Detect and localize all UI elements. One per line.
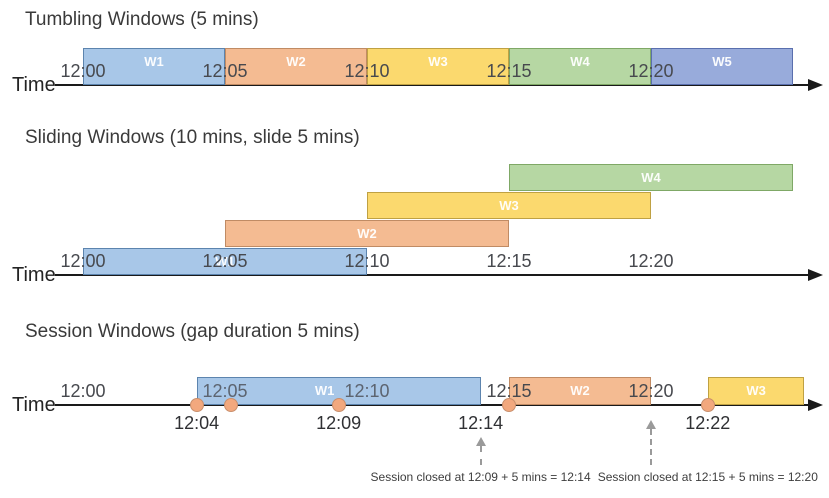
event-dot-2: [331, 398, 346, 412]
arrow-up-head-icon: [475, 437, 486, 446]
time-axis-label-session: Time: [12, 394, 56, 416]
arrow-dashed-shaft: [479, 446, 486, 465]
event-time-label-1: 12:09: [316, 413, 362, 433]
tick-label-sliding-0: 12:00: [60, 251, 106, 271]
event-dot-4: [700, 398, 715, 412]
event-dot-3: [502, 398, 516, 412]
tick-label-sliding-4: 12:20: [628, 251, 674, 271]
window-label-tumbling-w5: W5: [712, 54, 732, 69]
window-box-tumbling-w1: W1: [83, 48, 225, 85]
window-label-sliding-w3: W3: [499, 198, 519, 213]
session-closed-annotation-1: Session closed at 12:15 + 5 mins = 12:20: [597, 470, 818, 484]
section-title-session: Session Windows (gap duration 5 mins): [25, 321, 360, 342]
timeline-arrowhead-icon-sliding: [808, 269, 823, 281]
window-label-tumbling-w4: W4: [570, 54, 590, 69]
window-box-tumbling-w2: W2: [225, 48, 367, 85]
tick-label-tumbling-1: 12:05: [202, 61, 248, 81]
time-axis-label-sliding: Time: [12, 264, 56, 286]
tick-label-tumbling-2: 12:10: [344, 61, 390, 81]
event-time-label-2: 12:14: [458, 413, 504, 433]
timeline-arrowhead-icon-session: [808, 399, 823, 411]
event-dot-0: [189, 398, 204, 412]
window-label-sliding-w4: W4: [641, 170, 661, 185]
window-label-session-w2: W2: [570, 383, 590, 398]
arrow-dashed-shaft: [650, 429, 656, 465]
window-box-sliding-w2: W2: [225, 220, 509, 247]
event-dot-1: [223, 398, 238, 412]
timeline-arrowhead-icon-tumbling: [808, 79, 823, 91]
tick-label-session-1: 12:05: [202, 381, 248, 401]
tick-label-tumbling-0: 12:00: [60, 61, 106, 81]
section-title-sliding: Sliding Windows (10 mins, slide 5 mins): [25, 127, 360, 148]
tick-label-sliding-3: 12:15: [486, 251, 532, 271]
tick-label-session-2: 12:10: [344, 381, 390, 401]
session-closed-annotation-0: Session closed at 12:09 + 5 mins = 12:14: [370, 470, 591, 484]
tick-label-session-0: 12:00: [60, 381, 106, 401]
time-axis-label-tumbling: Time: [12, 74, 56, 96]
window-box-sliding-w3: W3: [367, 192, 651, 219]
tick-label-sliding-1: 12:05: [202, 251, 248, 271]
window-box-tumbling-w4: W4: [509, 48, 651, 85]
window-label-session-w1: W1: [314, 383, 335, 398]
window-box-session-w2: W2: [509, 377, 651, 405]
timeline-tumbling: [55, 84, 810, 86]
section-title-tumbling: Tumbling Windows (5 mins): [25, 9, 259, 30]
session-closed-arrow-icon-0: [475, 437, 486, 465]
tick-label-tumbling-3: 12:15: [486, 61, 532, 81]
tick-label-sliding-2: 12:10: [344, 251, 390, 271]
window-label-tumbling-w1: W1: [144, 54, 164, 69]
window-label-tumbling-w2: W2: [286, 54, 306, 69]
tick-label-tumbling-4: 12:20: [628, 61, 674, 81]
window-box-tumbling-w3: W3: [367, 48, 509, 85]
window-box-session-w3: W3: [707, 377, 805, 405]
window-box-sliding-w1: W1: [83, 248, 367, 275]
event-time-label-0: 12:04: [174, 413, 220, 433]
arrow-up-head-icon: [646, 420, 656, 429]
window-label-sliding-w1: W1: [215, 254, 235, 269]
window-box-tumbling-w5: W5: [651, 48, 793, 85]
event-time-label-3: 12:22: [685, 413, 731, 433]
tick-label-session-4: 12:20: [628, 381, 674, 401]
window-label-session-w3: W3: [746, 383, 766, 398]
tick-label-session-3: 12:15: [486, 381, 532, 401]
window-label-sliding-w2: W2: [357, 226, 377, 241]
window-box-sliding-w4: W4: [509, 164, 793, 191]
window-label-tumbling-w3: W3: [428, 54, 448, 69]
session-closed-arrow-icon-1: [646, 420, 656, 465]
timeline-sliding: [55, 274, 810, 276]
timeline-session: [55, 404, 810, 406]
